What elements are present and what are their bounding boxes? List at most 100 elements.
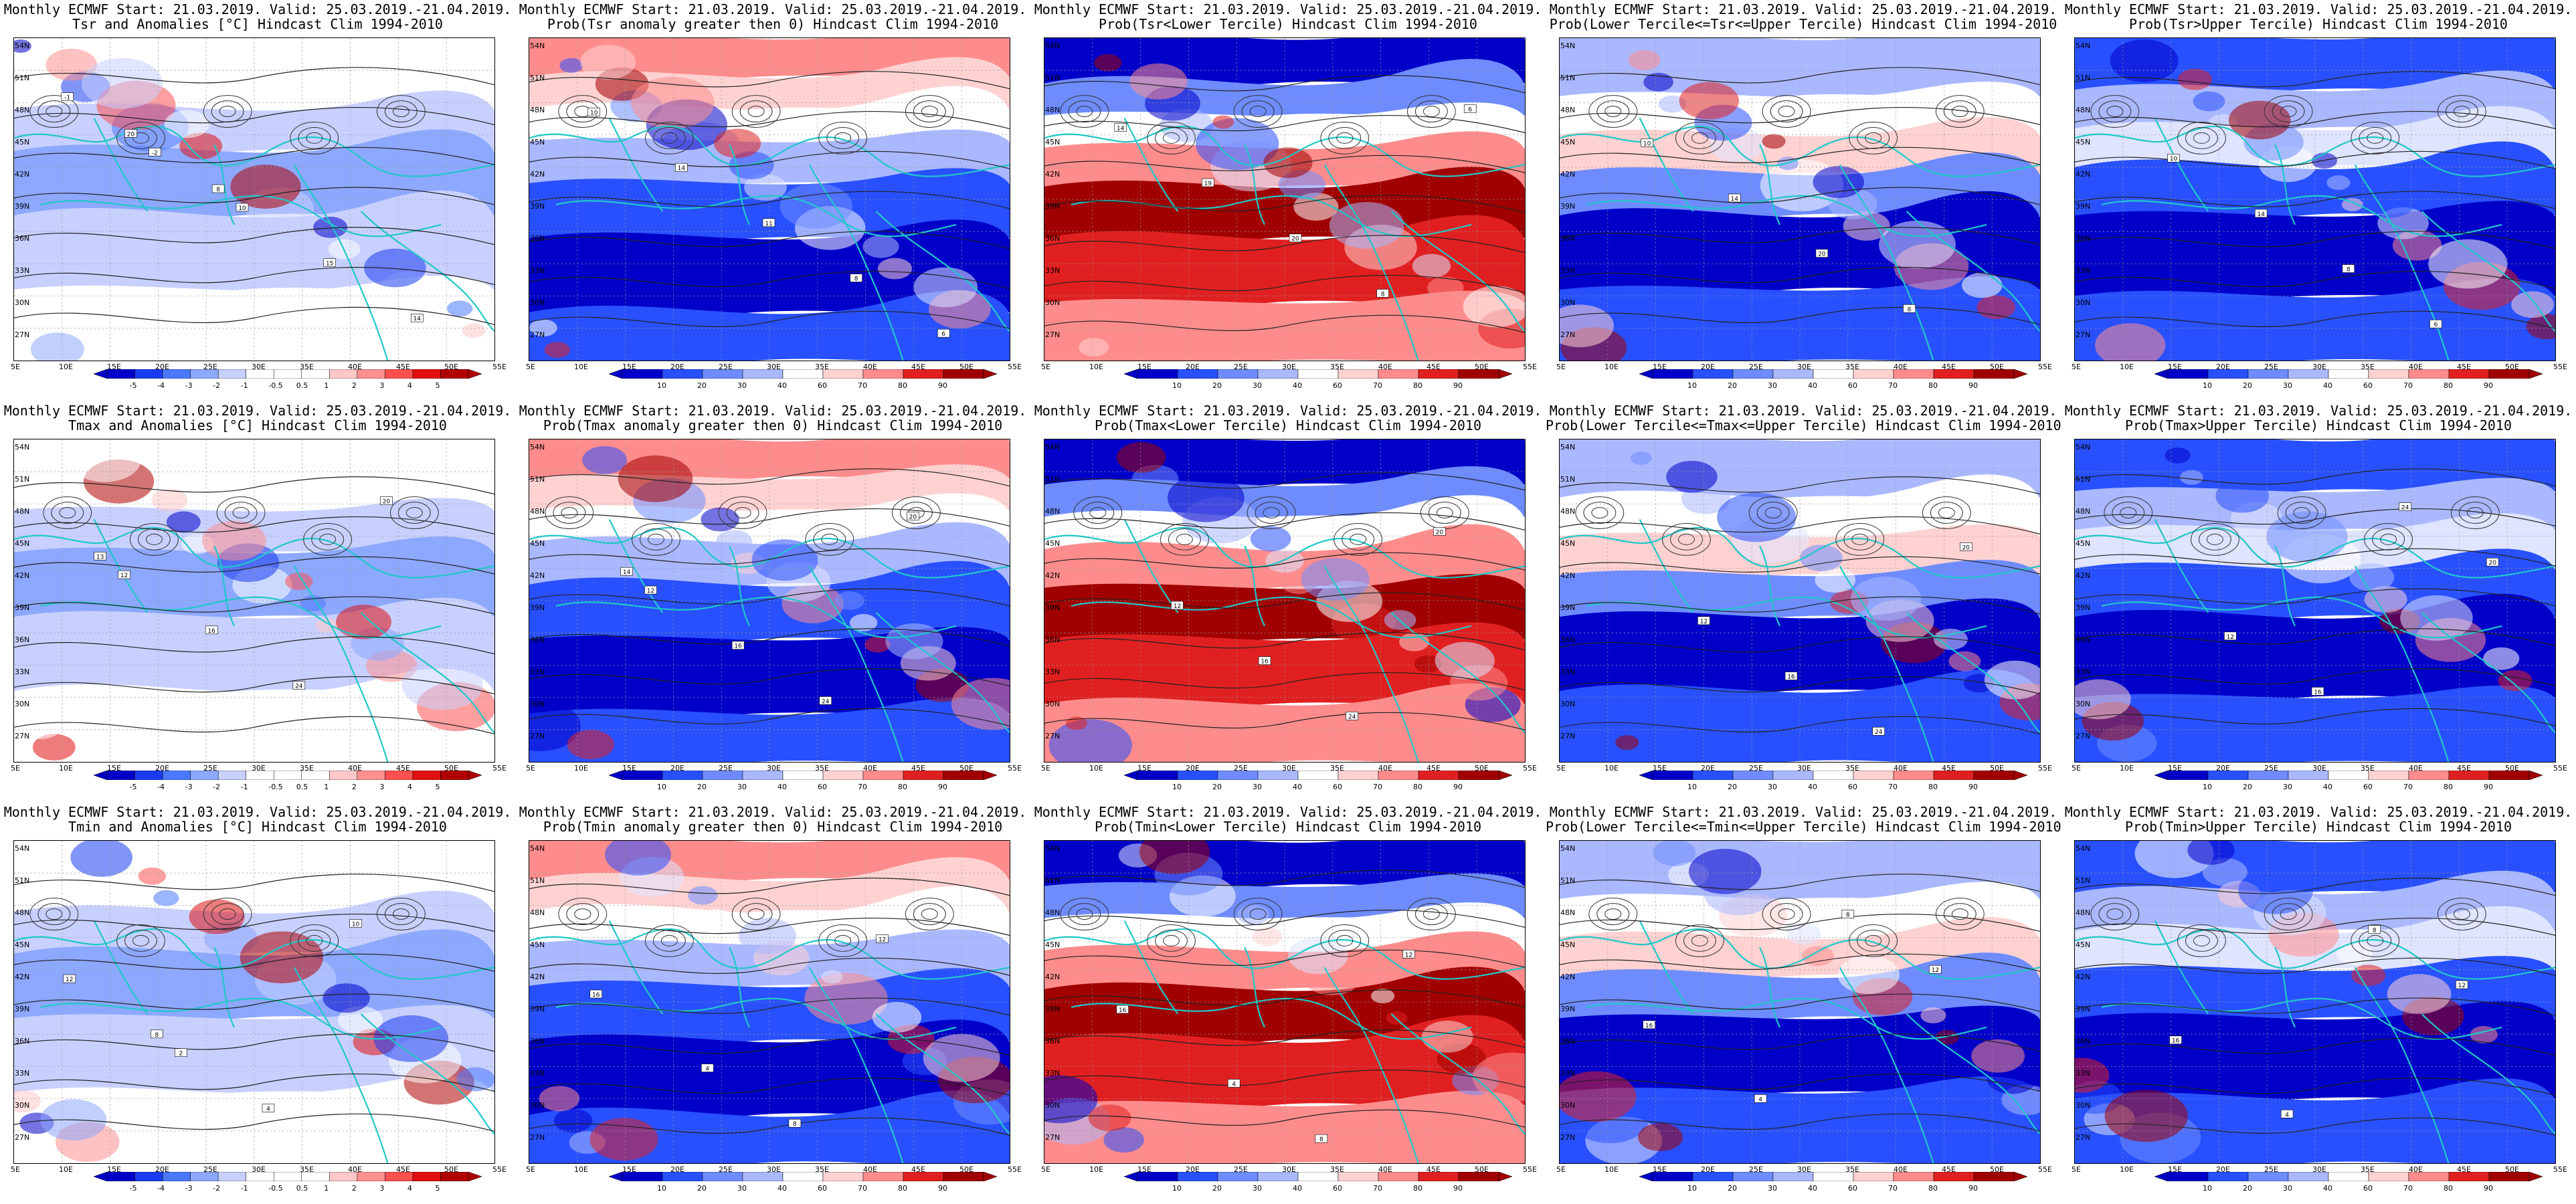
latitude-tick-label: 36N bbox=[15, 635, 30, 644]
field-patch bbox=[2336, 942, 2373, 965]
contour-label-box bbox=[1258, 656, 1271, 665]
contour-line bbox=[2075, 1077, 2555, 1096]
colorbar-left-arrow bbox=[1639, 369, 1653, 379]
colorbar-tick-label: 4 bbox=[407, 381, 412, 390]
field-patch bbox=[2215, 479, 2270, 513]
contour-loop bbox=[2367, 934, 2384, 946]
contour-line bbox=[529, 310, 1010, 329]
latitude-tick-label: 51N bbox=[530, 475, 545, 484]
contour-loop bbox=[376, 95, 426, 128]
contour-line bbox=[1044, 949, 1525, 968]
contour-loop bbox=[219, 106, 236, 118]
coastline bbox=[529, 928, 1010, 980]
colorbar-segment bbox=[357, 369, 385, 379]
colorbar-segment bbox=[1893, 771, 1934, 780]
contour-loop bbox=[124, 126, 157, 149]
colorbar-segment bbox=[1893, 1172, 1934, 1181]
colorbar-left-arrow bbox=[1639, 1172, 1653, 1181]
longitude-tick-label: 55E bbox=[2553, 764, 2567, 773]
map-plot-area: 4 8 12 16 bbox=[529, 840, 1010, 1164]
contour-loop bbox=[1249, 908, 1267, 920]
latitude-tick-label: 36N bbox=[1560, 234, 1576, 243]
field-patch bbox=[1615, 735, 1639, 750]
contour-loop bbox=[2445, 100, 2478, 122]
contour-loop bbox=[203, 95, 252, 128]
field-patch bbox=[2177, 68, 2213, 90]
field-patch bbox=[401, 659, 483, 710]
contour-loop bbox=[116, 121, 165, 155]
colorbar-left-arrow bbox=[1124, 369, 1138, 379]
latitude-tick-label: 45N bbox=[1560, 138, 1576, 146]
latitude-tick-label: 54N bbox=[530, 443, 545, 452]
coastline bbox=[360, 1013, 494, 1134]
field-patch bbox=[1815, 567, 1856, 593]
contour-loop bbox=[1068, 903, 1101, 925]
field-patch bbox=[1560, 1071, 1637, 1122]
contour-line bbox=[1560, 306, 2040, 325]
field-patch bbox=[1948, 651, 1981, 672]
map-plot-area: 12 16 24 20 bbox=[1559, 439, 2041, 763]
latitude-tick-label: 42N bbox=[15, 170, 30, 179]
colorbar-segment bbox=[2247, 369, 2289, 379]
contour-loop bbox=[1756, 502, 1790, 524]
contour-loop bbox=[747, 908, 765, 920]
contour-line bbox=[2075, 508, 2555, 527]
contour-line bbox=[2075, 917, 2555, 936]
colorbar-tick-label: -1 bbox=[240, 783, 248, 791]
colorbar-tick-label: 60 bbox=[2363, 381, 2373, 390]
colorbar-segment bbox=[1458, 1172, 1499, 1181]
contour-label-box bbox=[1315, 1134, 1328, 1143]
contour-line bbox=[1560, 516, 2040, 534]
latitude-tick-label: 54N bbox=[530, 41, 545, 50]
contour-loop bbox=[219, 908, 236, 920]
contour-line bbox=[1560, 227, 2040, 245]
contour-loop bbox=[1938, 507, 1955, 519]
contour-loop bbox=[2177, 924, 2226, 957]
contour-label-box bbox=[2429, 319, 2442, 328]
coastline bbox=[360, 211, 494, 332]
colorbar bbox=[1124, 1172, 1512, 1181]
map-field-svg: 12 16 24 20 bbox=[1044, 439, 1525, 762]
contour-loop bbox=[2445, 903, 2478, 925]
field-patch bbox=[1971, 1039, 2025, 1073]
contour-loop bbox=[1320, 121, 1370, 155]
contour-line bbox=[14, 913, 494, 932]
colorbar-tick-label: 80 bbox=[898, 783, 907, 791]
coastline bbox=[1390, 1013, 1525, 1134]
colorbar-segment bbox=[2207, 771, 2249, 780]
field-patch bbox=[1386, 1011, 1408, 1025]
colorbar-segment bbox=[190, 369, 219, 379]
colorbar-segment bbox=[2207, 369, 2249, 379]
contour-line bbox=[529, 668, 1010, 687]
contour-loop bbox=[826, 126, 860, 149]
colorbar-segment bbox=[1418, 369, 1459, 379]
colorbar-tick-label: 1 bbox=[324, 381, 329, 390]
coastline bbox=[608, 519, 664, 613]
field-patch bbox=[872, 1002, 922, 1033]
coastline bbox=[875, 612, 1010, 733]
contour-line bbox=[1044, 1109, 1525, 1128]
latitude-tick-label: 45N bbox=[15, 539, 30, 548]
map-field-svg: 12 16 24 20 14 bbox=[529, 439, 1010, 762]
field-patch bbox=[539, 1086, 580, 1112]
colorbar-segment bbox=[385, 1172, 413, 1181]
colorbar-segment bbox=[162, 771, 191, 780]
field-patch bbox=[1195, 118, 1279, 171]
contour-loop bbox=[211, 100, 244, 122]
coastline bbox=[608, 118, 664, 212]
colorbar-segment bbox=[2247, 771, 2289, 780]
colorbar-tick-label: 5 bbox=[435, 783, 440, 791]
colorbar-tick-label: 20 bbox=[1728, 1184, 1737, 1193]
latitude-tick-label: 42N bbox=[2076, 571, 2091, 580]
latitude-tick-label: 30N bbox=[1560, 1101, 1576, 1110]
colorbar-segment bbox=[134, 771, 163, 780]
contour-label-box bbox=[2254, 209, 2268, 218]
colorbar-tick-label: -1 bbox=[240, 381, 248, 390]
contour-loop bbox=[1436, 507, 1453, 519]
contour-loop bbox=[1333, 522, 1383, 556]
contour-loop bbox=[2351, 121, 2400, 155]
contour-label-box bbox=[2280, 1110, 2294, 1118]
colorbar-segment bbox=[134, 369, 163, 379]
field-patch bbox=[589, 1118, 658, 1161]
contour-label-box bbox=[1114, 123, 1127, 132]
